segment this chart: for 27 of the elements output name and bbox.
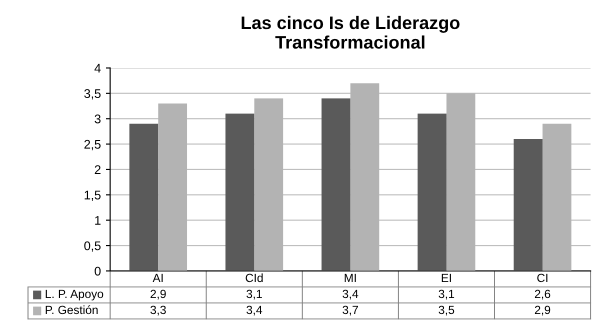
data-label: 3,4 bbox=[246, 306, 262, 316]
x-tick-label: CI bbox=[537, 274, 548, 282]
data-label: 3,1 bbox=[246, 290, 262, 300]
data-label: 2,9 bbox=[150, 290, 166, 300]
y-tick-label: 1,5 bbox=[84, 190, 101, 201]
y-tick-label: 3,5 bbox=[84, 89, 101, 100]
x-tick-label: AI bbox=[152, 274, 163, 282]
y-tick-label: 4 bbox=[94, 64, 101, 73]
y-tick-label: 3 bbox=[94, 114, 101, 124]
y-tick-label: 2,5 bbox=[84, 140, 101, 150]
y-tick-label: 0 bbox=[94, 266, 101, 276]
data-label: 3,4 bbox=[342, 290, 358, 300]
data-label: 3,1 bbox=[438, 290, 454, 300]
x-tick-label: CId bbox=[246, 273, 263, 282]
data-label: 3,7 bbox=[342, 306, 358, 316]
data-label: 2,9 bbox=[534, 306, 550, 316]
chart-title: Las cinco Is de Liderazgo Transformacional bbox=[242, 16, 460, 49]
x-tick-label: EI bbox=[442, 274, 451, 282]
data-label: 3,5 bbox=[438, 306, 454, 316]
y-tick-label: 1 bbox=[95, 216, 101, 225]
y-tick-label: 2 bbox=[94, 165, 101, 174]
legend-label: L. P. Apoyo bbox=[46, 290, 104, 300]
data-label: 3,3 bbox=[150, 306, 166, 316]
y-tick-label: 0,5 bbox=[84, 241, 101, 252]
data-label: 2,6 bbox=[534, 290, 550, 300]
legend-label: P. Gestión bbox=[46, 305, 98, 314]
x-tick-label: MI bbox=[344, 274, 356, 282]
